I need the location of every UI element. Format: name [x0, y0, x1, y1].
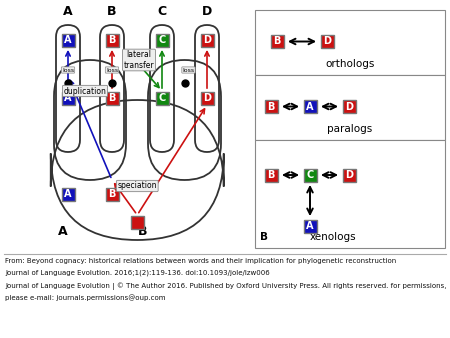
- Bar: [303, 100, 316, 113]
- Text: speciation: speciation: [117, 182, 157, 191]
- Text: A: A: [64, 93, 72, 103]
- Text: A: A: [306, 221, 314, 231]
- Bar: [255, 75, 445, 140]
- Bar: [255, 140, 445, 248]
- Bar: [270, 35, 284, 48]
- Bar: [342, 100, 356, 113]
- Text: B: B: [267, 101, 274, 112]
- Text: D: D: [203, 93, 211, 103]
- Bar: [265, 100, 278, 113]
- Bar: [131, 216, 144, 228]
- Text: B: B: [108, 93, 116, 103]
- Text: A: A: [64, 189, 72, 199]
- Text: please e-mail: journals.permissions@oup.com: please e-mail: journals.permissions@oup.…: [5, 294, 166, 301]
- Text: C: C: [158, 93, 166, 103]
- Bar: [255, 10, 445, 75]
- Text: B: B: [273, 37, 281, 47]
- Bar: [62, 92, 75, 104]
- Text: B: B: [267, 170, 274, 180]
- Text: B: B: [107, 5, 117, 18]
- Bar: [105, 33, 118, 47]
- Bar: [105, 92, 118, 104]
- Bar: [62, 188, 75, 200]
- Text: B: B: [108, 189, 116, 199]
- Text: A: A: [58, 225, 68, 238]
- Text: orthologs: orthologs: [325, 59, 375, 69]
- Text: C: C: [306, 170, 314, 180]
- Text: A: A: [63, 5, 73, 18]
- Bar: [201, 33, 213, 47]
- Text: B: B: [138, 225, 147, 238]
- Text: loss: loss: [182, 68, 194, 72]
- Text: loss: loss: [106, 68, 118, 72]
- Text: A: A: [64, 35, 72, 45]
- Text: D: D: [203, 35, 211, 45]
- Bar: [62, 33, 75, 47]
- Bar: [342, 169, 356, 182]
- Text: B: B: [108, 35, 116, 45]
- Text: D: D: [202, 5, 212, 18]
- Text: paralogs: paralogs: [328, 124, 373, 134]
- Text: duplication: duplication: [63, 87, 107, 96]
- Text: A: A: [306, 101, 314, 112]
- Bar: [156, 33, 168, 47]
- Text: From: Beyond cognacy: historical relations between words and their implication f: From: Beyond cognacy: historical relatio…: [5, 258, 396, 264]
- Bar: [303, 169, 316, 182]
- Text: Journal of Language Evolution. 2016;1(2):119-136. doi:10.1093/jole/lzw006: Journal of Language Evolution. 2016;1(2)…: [5, 270, 270, 276]
- Text: C: C: [158, 35, 166, 45]
- Bar: [201, 92, 213, 104]
- Bar: [105, 188, 118, 200]
- Text: loss: loss: [62, 68, 74, 72]
- Text: lateral
transfer: lateral transfer: [124, 50, 154, 70]
- Bar: [320, 35, 333, 48]
- Text: Journal of Language Evolution | © The Author 2016. Published by Oxford Universit: Journal of Language Evolution | © The Au…: [5, 282, 446, 290]
- Text: D: D: [345, 101, 353, 112]
- Text: C: C: [158, 5, 166, 18]
- Text: D: D: [323, 37, 331, 47]
- Bar: [303, 219, 316, 233]
- Text: xenologs: xenologs: [310, 232, 356, 242]
- Bar: [156, 92, 168, 104]
- Text: D: D: [345, 170, 353, 180]
- Text: B: B: [260, 232, 268, 242]
- Bar: [265, 169, 278, 182]
